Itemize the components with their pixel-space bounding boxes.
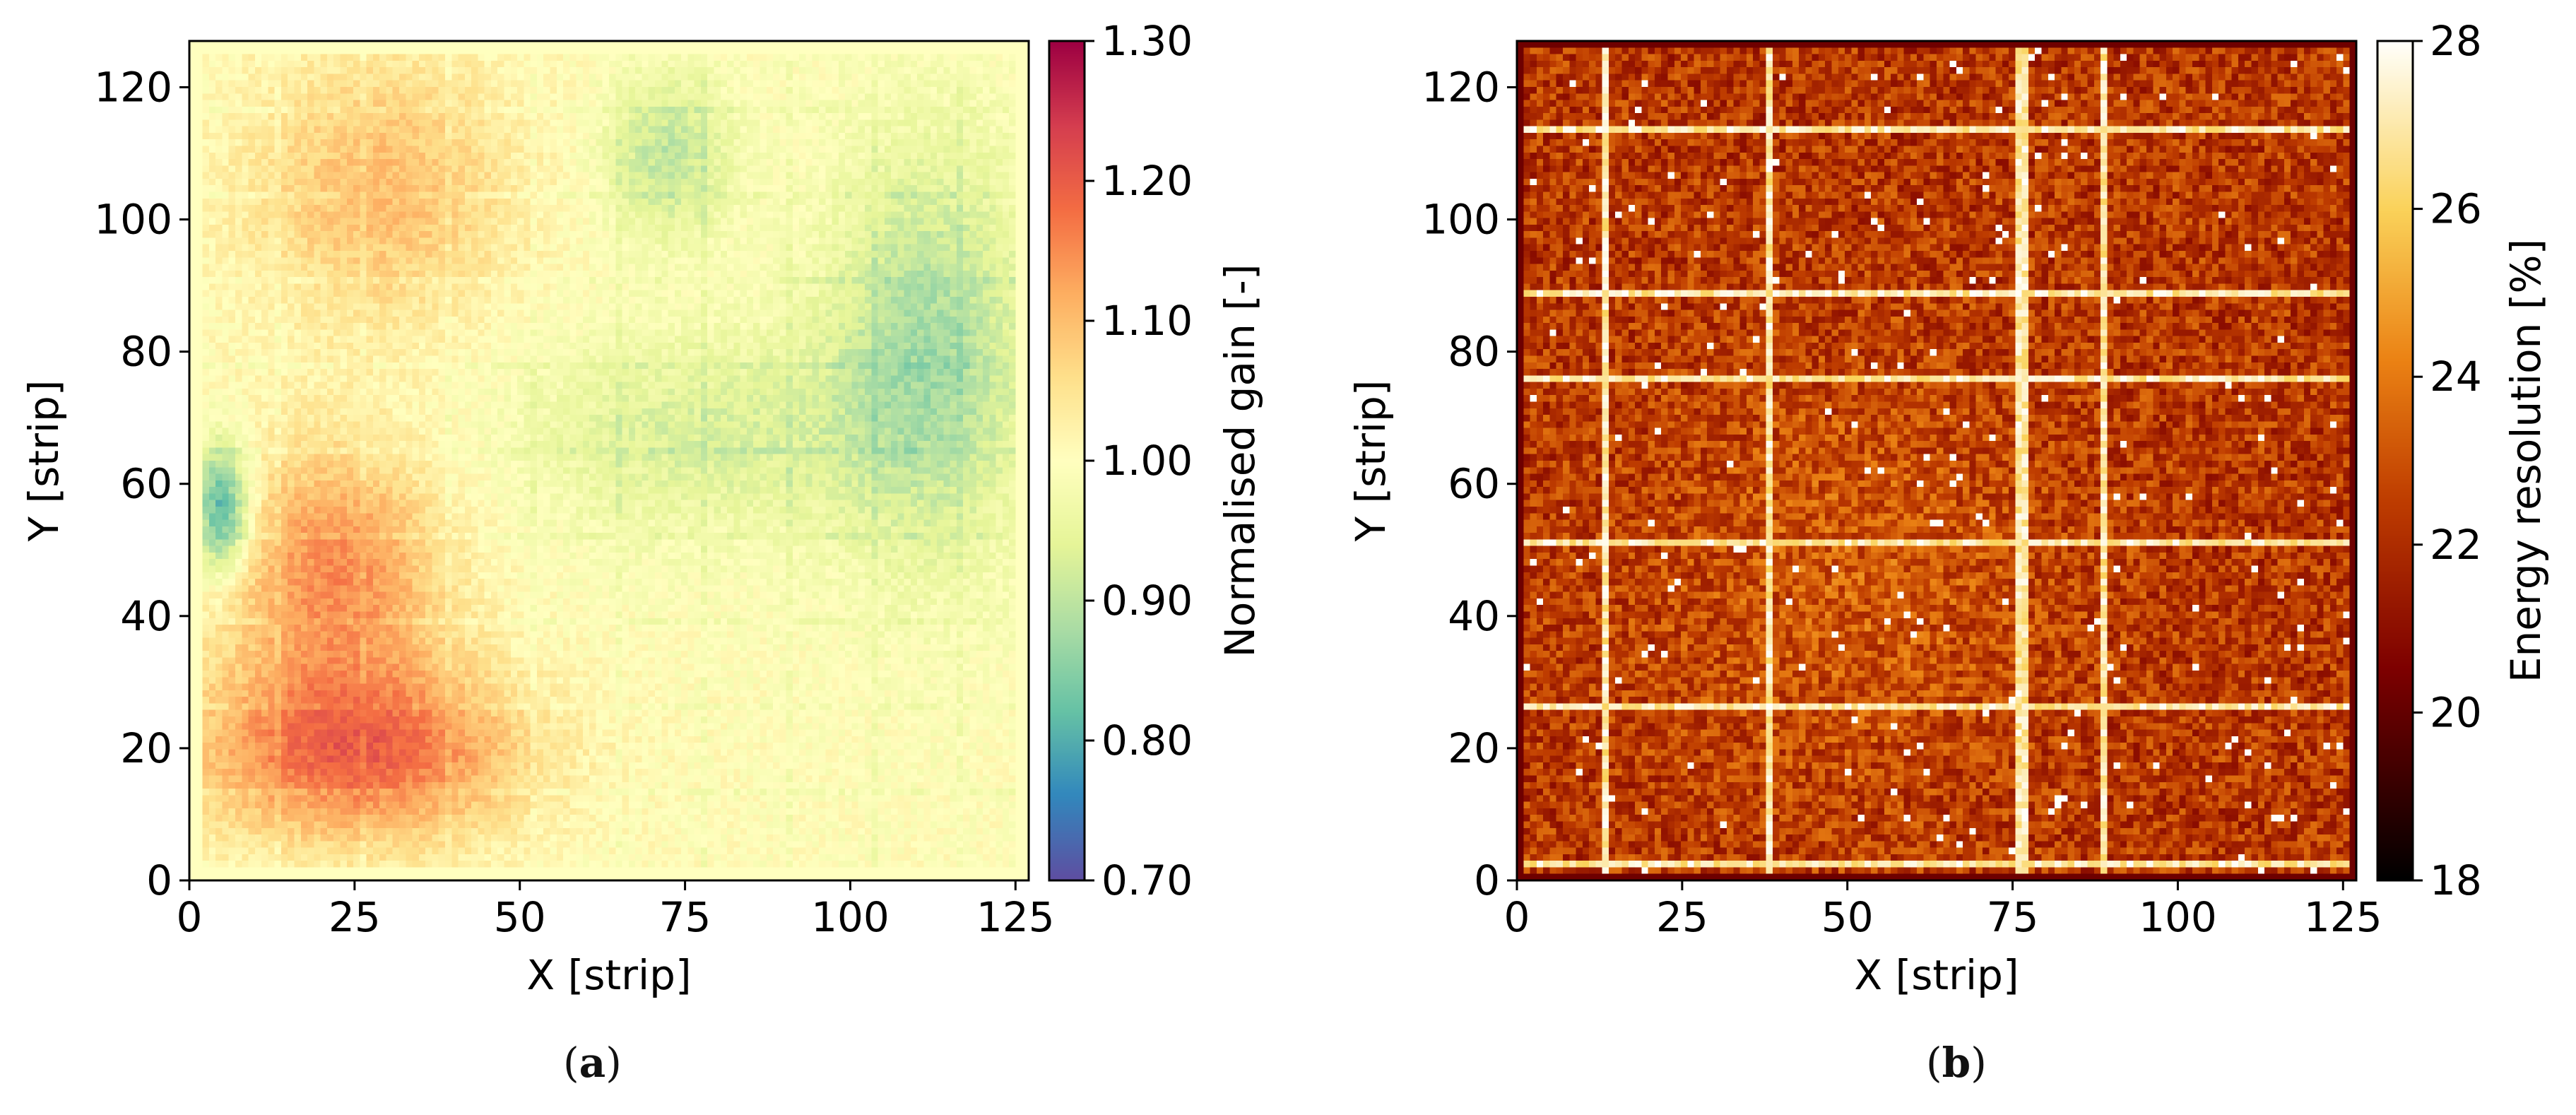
x-tick-label: 0 xyxy=(1504,893,1530,941)
colorbar-tick-label: 1.20 xyxy=(1101,157,1193,205)
y-ticks-b: 0 20 40 60 80 100 120 xyxy=(1422,63,1517,904)
y-tick-label: 20 xyxy=(1448,724,1500,772)
colorbar-tick-label: 1.30 xyxy=(1101,17,1193,65)
energy-resolution-heatmap xyxy=(1517,41,2356,880)
y-axis-label-a: Y [strip] xyxy=(20,380,68,543)
x-ticks-a: 0 25 50 75 100 125 xyxy=(177,880,1055,941)
y-tick-label: 100 xyxy=(94,196,172,244)
colorbar-tick-label: 0.70 xyxy=(1101,856,1193,904)
x-tick-label: 25 xyxy=(329,893,381,941)
y-tick-label: 120 xyxy=(94,63,172,111)
plot-frame-b xyxy=(1516,40,2358,882)
colorbar-tick-label: 28 xyxy=(2430,17,2482,65)
y-tick-label: 40 xyxy=(120,592,172,640)
colorbar-frame-b xyxy=(2376,40,2414,882)
colorbar-resolution xyxy=(2377,41,2413,880)
y-axis-label-b: Y [strip] xyxy=(1347,380,1395,543)
y-tick-label: 80 xyxy=(1448,328,1500,376)
colorbar-tick-label: 0.90 xyxy=(1101,577,1193,625)
y-tick-label: 0 xyxy=(1474,856,1500,904)
x-tick-label: 50 xyxy=(494,893,546,941)
x-tick-label: 100 xyxy=(811,893,890,941)
colorbar-label-a: Normalised gain [-] xyxy=(1216,264,1264,658)
y-tick-label: 100 xyxy=(1422,196,1500,244)
colorbar-tick-label: 1.00 xyxy=(1101,437,1193,485)
y-tick-label: 60 xyxy=(1448,460,1500,508)
x-tick-label: 125 xyxy=(2304,893,2382,941)
colorbar-tick-label: 0.80 xyxy=(1101,716,1193,765)
y-tick-label: 60 xyxy=(120,460,172,508)
colorbar-gain xyxy=(1049,41,1085,880)
colorbar-label-b: Energy resolution [%] xyxy=(2502,239,2550,683)
x-tick-label: 0 xyxy=(177,893,203,941)
colorbar-tick-label: 24 xyxy=(2430,353,2482,401)
panel-label-b: (b) xyxy=(1926,1039,1987,1087)
colorbar-ticks-b: 18 20 22 24 26 28 xyxy=(2413,17,2482,904)
y-tick-label: 40 xyxy=(1448,592,1500,640)
x-tick-label: 25 xyxy=(1656,893,1708,941)
gain-heatmap xyxy=(189,41,1029,880)
y-tick-label: 0 xyxy=(146,856,172,904)
y-tick-label: 20 xyxy=(120,724,172,772)
colorbar-tick-label: 1.10 xyxy=(1101,297,1193,345)
y-tick-label: 80 xyxy=(120,328,172,376)
colorbar-tick-label: 20 xyxy=(2430,688,2482,736)
x-axis-label-a: X [strip] xyxy=(526,951,691,999)
x-axis-label-b: X [strip] xyxy=(1854,951,2019,999)
x-tick-label: 50 xyxy=(1821,893,1874,941)
colorbar-tick-label: 22 xyxy=(2430,521,2482,569)
x-tick-label: 75 xyxy=(1987,893,2039,941)
x-tick-label: 100 xyxy=(2139,893,2217,941)
plot-frame-a xyxy=(188,40,1030,882)
y-ticks-a: 0 20 40 60 80 100 120 xyxy=(94,63,189,904)
colorbar-tick-label: 26 xyxy=(2430,185,2482,233)
x-ticks-b: 0 25 50 75 100 125 xyxy=(1504,880,2382,941)
x-tick-label: 75 xyxy=(659,893,711,941)
x-tick-label: 125 xyxy=(976,893,1055,941)
panel-label-a: (a) xyxy=(563,1039,622,1087)
y-tick-label: 120 xyxy=(1422,63,1500,111)
colorbar-ticks-a: 0.70 0.80 0.90 1.00 1.10 1.20 1.30 xyxy=(1085,17,1193,904)
colorbar-tick-label: 18 xyxy=(2430,856,2482,904)
